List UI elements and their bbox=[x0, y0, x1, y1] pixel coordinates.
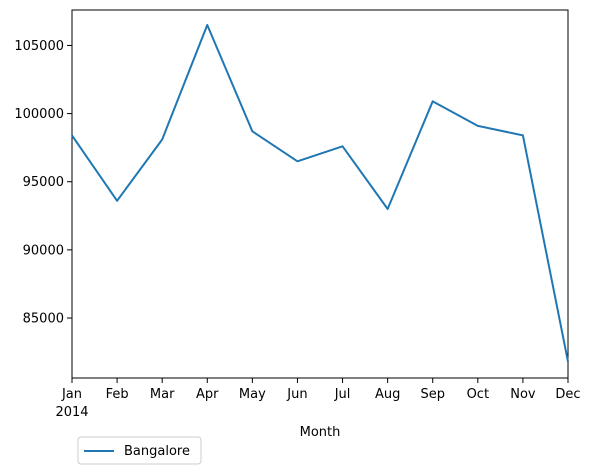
plot-frame bbox=[71, 9, 569, 379]
x-tick-label-may: May bbox=[239, 387, 266, 402]
x-tick-label-jul: Jul bbox=[334, 387, 351, 402]
x-tick-label-mar: Mar bbox=[150, 387, 175, 402]
x-tick-label-dec: Dec bbox=[555, 387, 580, 402]
legend-label-bangalore: Bangalore bbox=[124, 444, 190, 459]
x-axis-ticks: Jan Feb Mar Apr May Jun Jul Aug Sep Oct Nov Dec bbox=[61, 378, 581, 402]
x-tick-label-jun: Jun bbox=[286, 387, 307, 402]
y-axis-ticks: 85000 90000 95000 100000 105000 bbox=[14, 39, 72, 327]
x-tick-label-nov: Nov bbox=[510, 387, 536, 402]
legend: Bangalore bbox=[77, 436, 202, 465]
series-line-bangalore bbox=[71, 23, 569, 362]
legend-box bbox=[77, 436, 202, 465]
y-tick-label: 95000 bbox=[23, 175, 64, 190]
x-tick-label-sep: Sep bbox=[420, 387, 445, 402]
x-axis-title: Month bbox=[300, 425, 341, 440]
y-tick-label: 85000 bbox=[23, 312, 64, 327]
x-tick-label-jan: Jan bbox=[61, 387, 82, 402]
y-tick-label: 100000 bbox=[14, 107, 64, 122]
series-group bbox=[71, 23, 569, 362]
x-tick-label-oct: Oct bbox=[467, 387, 489, 402]
y-tick-label: 105000 bbox=[14, 39, 64, 54]
x-tick-label-feb: Feb bbox=[106, 387, 129, 402]
y-tick-label: 90000 bbox=[23, 243, 64, 258]
x-axis-year-label: 2014 bbox=[55, 405, 88, 420]
x-tick-label-apr: Apr bbox=[196, 387, 219, 402]
x-tick-label-aug: Aug bbox=[375, 387, 400, 402]
